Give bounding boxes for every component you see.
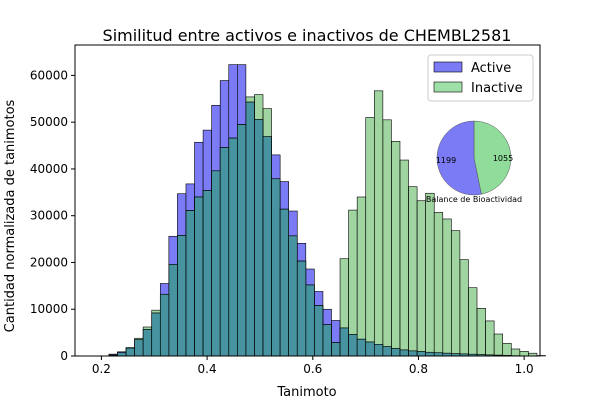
legend-label: Active	[471, 61, 511, 76]
overlap-bar	[228, 137, 238, 357]
inactive-bar	[493, 333, 503, 357]
inactive-bar	[425, 192, 435, 357]
y-tick-label: 30000	[30, 209, 68, 223]
overlap-bar	[202, 190, 212, 357]
inactive-bar	[382, 119, 392, 357]
x-tick-label: 0.8	[409, 362, 428, 376]
overlap-bar	[271, 178, 281, 357]
overlap-bar	[262, 136, 272, 357]
overlap-bar	[296, 260, 307, 357]
overlap-bar	[382, 346, 392, 357]
inactive-bar	[348, 209, 358, 357]
y-tick-label: 10000	[30, 302, 68, 316]
overlap-bar	[151, 312, 161, 357]
inset-pie-chart: 1055 1199 Balance de Bioactividad	[426, 120, 522, 204]
legend-swatch	[433, 81, 463, 93]
overlap-bar	[305, 284, 315, 357]
overlap-bar	[373, 344, 384, 357]
x-tick-label: 0.2	[92, 362, 111, 376]
y-axis-label: Cantidad normalizada de tanimotos	[3, 99, 18, 332]
y-tick-label: 50000	[30, 115, 68, 129]
overlap-bar	[237, 124, 247, 357]
plot-area	[74, 44, 546, 357]
inactive-bar	[442, 218, 452, 357]
overlap-bar	[185, 210, 195, 357]
x-axis-label: Tanimoto	[276, 385, 336, 400]
inactive-bar	[485, 320, 495, 357]
y-tick-label: 60000	[30, 68, 68, 82]
plot-frame	[74, 44, 541, 357]
overlap-bar	[331, 342, 341, 357]
overlap-bar	[425, 351, 435, 357]
y-axis: 0 10000 20000 30000 40000 50000 60000	[30, 68, 75, 363]
inactive-bar	[399, 159, 409, 357]
overlap-bar	[408, 350, 418, 357]
overlap-bar	[348, 334, 358, 357]
legend: Active Inactive	[427, 54, 534, 102]
overlap-bar	[339, 327, 349, 357]
y-tick-label: 40000	[30, 162, 68, 176]
pie-slice-label: 1055	[493, 154, 513, 163]
overlap-bar	[399, 349, 409, 357]
inactive-bar	[416, 200, 426, 357]
inactive-bar	[468, 287, 478, 357]
overlap-bar	[356, 338, 367, 357]
inactive-bar	[459, 259, 469, 357]
x-axis: 0.2 0.4 0.6 0.8 1.0	[92, 356, 534, 376]
overlap-bar	[159, 293, 170, 357]
inactive-bar	[502, 343, 512, 357]
x-tick-label: 0.4	[198, 362, 217, 376]
pie-slice-label: 1199	[436, 156, 456, 165]
overlap-bar	[125, 347, 135, 357]
pie-title: Balance de Bioactividad	[426, 195, 522, 204]
inactive-bar	[476, 307, 486, 357]
legend-swatch	[433, 61, 463, 73]
inactive-bar	[510, 348, 521, 357]
x-tick-label: 0.6	[303, 362, 322, 376]
overlap-bar	[194, 196, 204, 357]
chart-title: Similitud entre activos e inactivos de C…	[103, 26, 512, 45]
overlap-bar	[322, 324, 332, 357]
overlap-bar	[177, 235, 187, 357]
overlap-bar	[279, 208, 289, 357]
overlap-bar	[365, 341, 375, 357]
inactive-bar	[356, 196, 367, 357]
inactive-bar	[408, 186, 418, 357]
overlap-bar	[254, 119, 264, 357]
inactive-bar	[391, 141, 401, 357]
overlap-bar	[142, 329, 153, 357]
overlap-bar	[219, 147, 230, 357]
inactive-bar	[451, 230, 461, 357]
overlap-bar	[288, 235, 298, 357]
overlap-bar	[391, 348, 401, 357]
inactive-bar	[373, 90, 384, 357]
overlap-bar	[314, 305, 324, 357]
pie-slice	[436, 120, 482, 196]
overlap-bar	[211, 170, 221, 357]
y-tick-label: 20000	[30, 255, 68, 269]
overlap-bar	[245, 101, 255, 357]
inactive-bar	[433, 212, 444, 357]
overlap-bar	[416, 351, 426, 357]
pie-slice	[473, 120, 512, 195]
inactive-bar	[519, 351, 529, 357]
overlap-bar	[134, 339, 144, 357]
overlap-bar	[168, 264, 178, 357]
x-tick-label: 1.0	[515, 362, 534, 376]
legend-label: Inactive	[471, 81, 523, 96]
y-tick-label: 0	[60, 349, 68, 363]
inactive-bar	[365, 117, 375, 357]
